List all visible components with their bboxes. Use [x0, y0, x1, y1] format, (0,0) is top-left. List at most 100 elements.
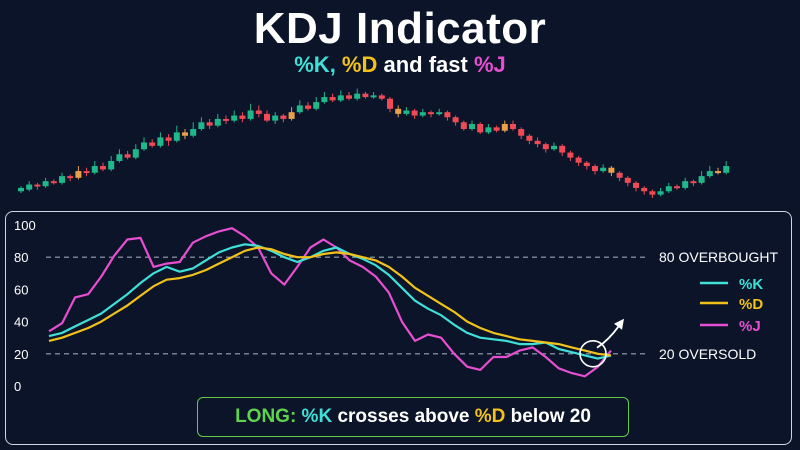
candle-body [526, 135, 533, 141]
candle-body [493, 127, 500, 131]
candle-body [264, 113, 270, 121]
candle-body [633, 182, 639, 188]
candle-body [59, 176, 65, 183]
candle-body [26, 184, 33, 190]
note-text1: crosses above [332, 406, 475, 427]
crossover-circle [579, 340, 607, 368]
candle-body [403, 110, 410, 114]
candle-body [657, 191, 664, 195]
candle-body [559, 145, 566, 153]
subtitle-j: %J [473, 52, 506, 77]
candle-body [542, 144, 549, 150]
candle-body [600, 167, 607, 172]
candle-body [296, 105, 303, 113]
candle-body [428, 112, 434, 115]
candle-body [674, 186, 680, 189]
candle-body [370, 95, 377, 98]
candle-body [157, 137, 164, 146]
candle-body [649, 191, 656, 195]
candle-body [387, 98, 393, 109]
series-line-k [48, 243, 612, 360]
long-signal-note: LONG: %K crosses above %D below 20 [197, 397, 629, 437]
candle-body [190, 129, 197, 136]
candle-body [575, 157, 582, 163]
candle-body [18, 187, 24, 192]
series-line-d [48, 246, 612, 357]
candle-body [173, 132, 180, 141]
candle-body [354, 93, 361, 99]
candle-body [452, 117, 459, 123]
candle-body [706, 171, 713, 177]
candle-body [378, 95, 385, 99]
candle-body [132, 149, 139, 158]
candle-body [50, 181, 57, 184]
note-k: %K [296, 406, 333, 427]
candle-body [583, 162, 590, 167]
candle-body [419, 112, 426, 116]
legend-label: %D [739, 296, 763, 313]
candle-body [362, 93, 369, 98]
candle-body [690, 181, 697, 184]
candle-body [329, 97, 336, 101]
candle-body [411, 110, 418, 116]
candle-body [436, 112, 443, 115]
candle-body [223, 118, 229, 121]
candle-body [518, 129, 525, 136]
candle-body [247, 110, 254, 119]
note-text2: below 20 [505, 406, 591, 427]
price-candlestick-chart [18, 88, 730, 198]
candle-body [272, 115, 279, 121]
y-tick-label: 100 [14, 218, 36, 233]
candle-body [321, 97, 328, 103]
candle-body [337, 95, 344, 101]
legend-label: %J [739, 318, 761, 335]
candle-body [116, 154, 123, 161]
candle-body [42, 181, 49, 187]
signal-arrow [596, 325, 620, 349]
threshold-label: 20 OVERSOLD [659, 346, 756, 362]
candle-body [551, 145, 557, 150]
threshold-label: 80 OVERBOUGHT [659, 249, 778, 265]
candle-body [313, 102, 320, 109]
candle-body [75, 171, 82, 178]
candle-body [469, 123, 475, 130]
candle-body [214, 118, 221, 126]
series-line-j [48, 227, 612, 378]
candle-body [444, 112, 451, 118]
candle-body [124, 154, 131, 158]
candle-body [510, 123, 516, 130]
candle-body [395, 108, 402, 114]
indicator-panel: 0 20 40 60 80 100 80 OVERBOUGHT 20 OVERSOLD %K %D… [5, 211, 792, 445]
candle-body [534, 140, 541, 145]
candle-body [305, 105, 311, 109]
candle-body [198, 122, 205, 130]
candle-body [288, 112, 295, 119]
candle-body [255, 110, 262, 114]
candle-body [460, 122, 467, 130]
kdj-line-chart: 0 20 40 60 80 100 80 OVERBOUGHT 20 OVERSOLD %K %D… [14, 218, 778, 394]
candle-body [485, 127, 492, 133]
subtitle-d: %D [341, 52, 378, 77]
note-long: LONG: [235, 406, 297, 427]
candle-body [608, 167, 615, 173]
candle-body [641, 187, 648, 192]
candle-body [280, 115, 287, 119]
candle-body [141, 142, 147, 150]
candle-body [100, 166, 106, 170]
candle-body [67, 176, 74, 179]
chart-title: KDJ Indicator [253, 4, 547, 53]
candle-body [698, 176, 705, 183]
y-tick-label: 0 [14, 379, 21, 394]
y-tick-label: 40 [14, 315, 28, 330]
candle-body [715, 171, 721, 174]
candle-body [108, 160, 115, 170]
note-d: %D [474, 406, 506, 427]
candle-body [34, 184, 41, 187]
candle-body [165, 137, 172, 141]
candle-body [239, 115, 246, 119]
y-tick-label: 20 [14, 347, 28, 362]
signal-arrowhead [614, 318, 624, 330]
subtitle-mid: and fast [377, 52, 474, 77]
chart-subtitle: %K, %D and fast %J [0, 52, 800, 78]
candle-body [616, 172, 623, 178]
